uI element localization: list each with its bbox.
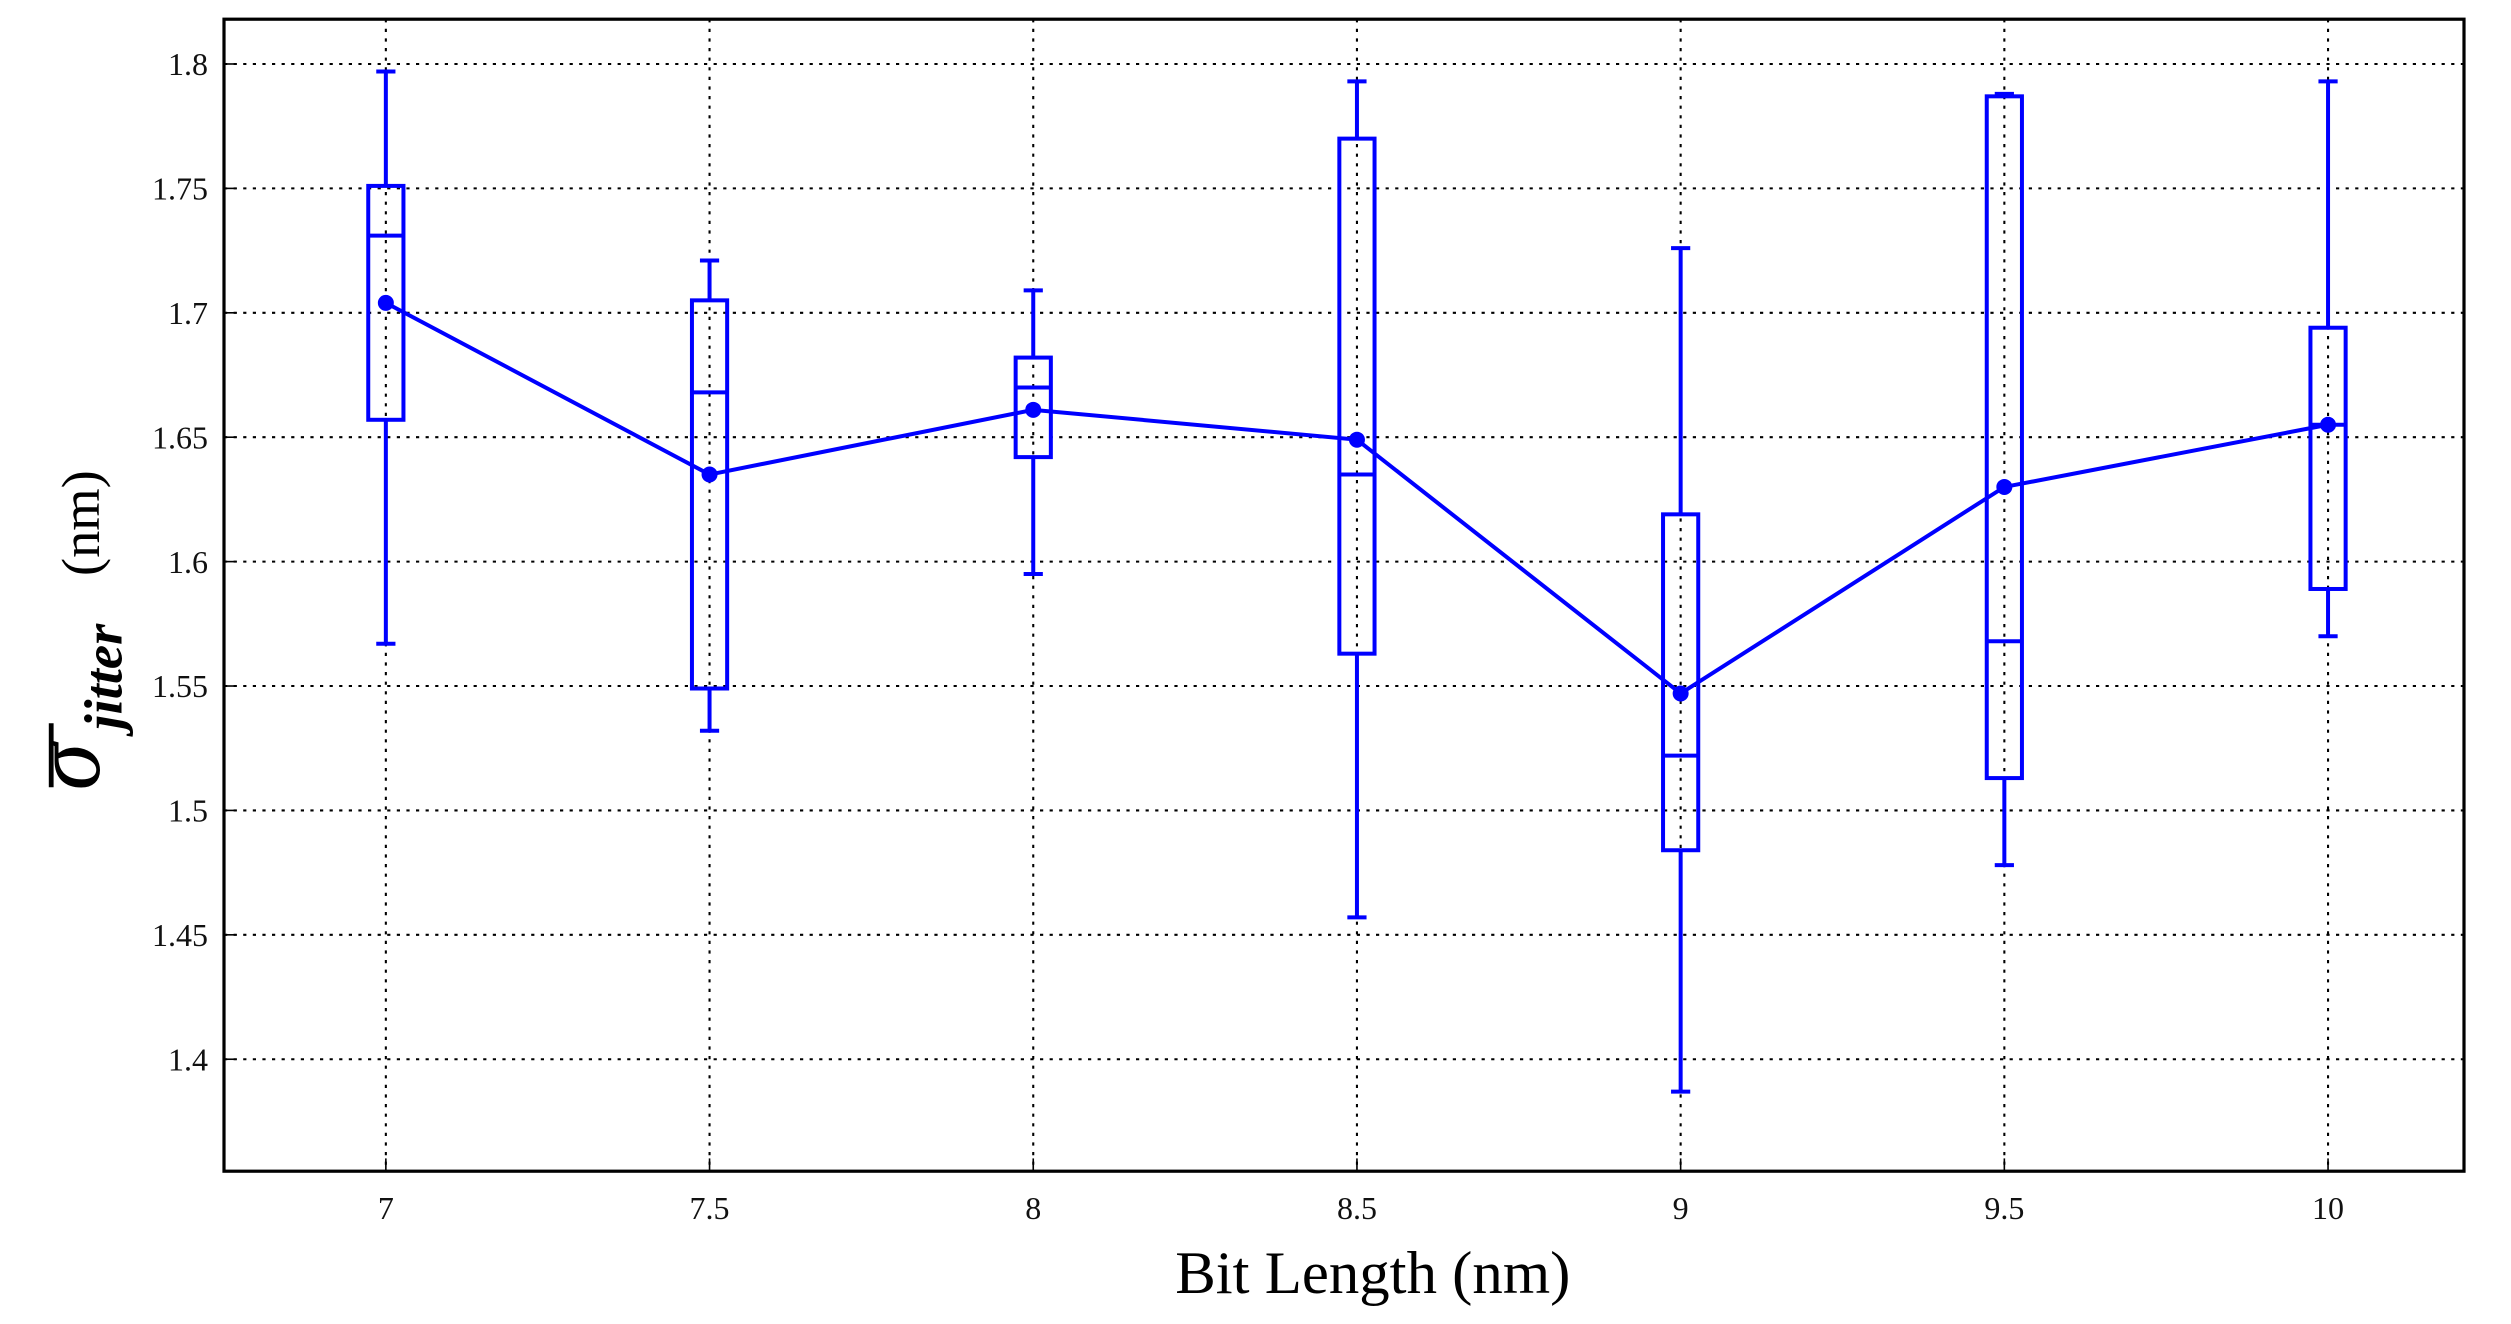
y-axis-label: σ jitter (nm) bbox=[13, 470, 133, 790]
mean-point bbox=[1672, 685, 1689, 702]
y-label-symbol: σ bbox=[13, 739, 120, 790]
y-tick-label: 1.5 bbox=[168, 793, 208, 829]
grid bbox=[224, 19, 2464, 1172]
box bbox=[1337, 136, 1377, 656]
box bbox=[366, 183, 406, 422]
y-label-unit: (nm) bbox=[51, 470, 111, 576]
y-tick-label: 1.6 bbox=[168, 544, 208, 580]
mean-point bbox=[377, 294, 394, 311]
x-tick-label: 7.5 bbox=[690, 1190, 730, 1226]
box bbox=[1984, 94, 2024, 781]
plot-frame bbox=[222, 17, 2466, 1173]
x-tick-label: 10 bbox=[2312, 1190, 2344, 1226]
x-axis-label: Bit Length (nm) bbox=[1175, 1240, 1570, 1307]
x-tick-label: 7 bbox=[378, 1190, 394, 1226]
mean-point bbox=[1348, 431, 1365, 448]
x-tick-label: 9 bbox=[1673, 1190, 1689, 1226]
box bbox=[689, 298, 730, 691]
mean-point bbox=[1025, 401, 1042, 418]
mean-point bbox=[701, 466, 718, 483]
mean-point bbox=[1996, 478, 2013, 495]
y-tick-label: 1.8 bbox=[168, 46, 208, 82]
y-tick-label: 1.45 bbox=[152, 917, 208, 953]
mean-point bbox=[2320, 416, 2337, 433]
box bbox=[2308, 325, 2348, 591]
y-tick-label: 1.4 bbox=[168, 1041, 208, 1077]
y-tick-label: 1.75 bbox=[152, 171, 208, 207]
y-tick-label: 1.7 bbox=[168, 295, 208, 331]
x-tick-label: 8 bbox=[1025, 1190, 1041, 1226]
box bbox=[1013, 355, 1053, 460]
y-tick-label: 1.65 bbox=[152, 419, 208, 455]
y-tick-label: 1.55 bbox=[152, 668, 208, 704]
x-tick-label: 9.5 bbox=[1984, 1190, 2024, 1226]
x-tick-label: 8.5 bbox=[1337, 1190, 1377, 1226]
y-label-subscript: jitter bbox=[74, 623, 134, 738]
